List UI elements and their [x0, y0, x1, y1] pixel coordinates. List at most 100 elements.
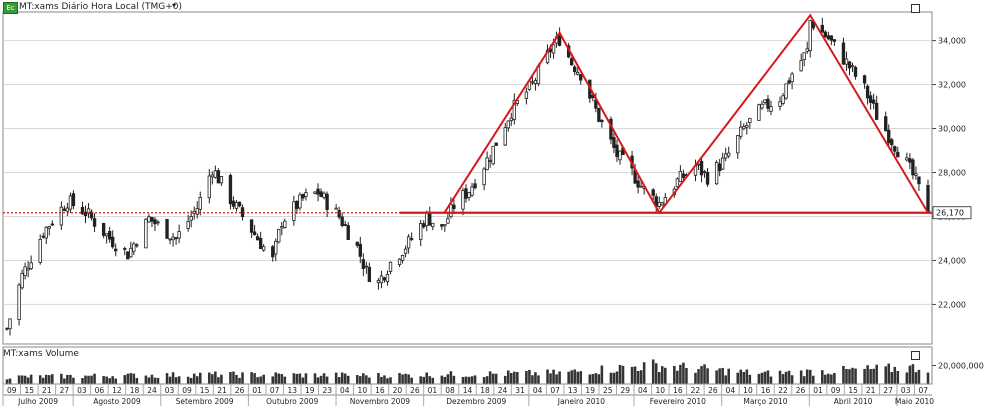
x-day-label: 26 [708, 386, 718, 395]
x-day-label: 12 [112, 386, 122, 395]
candle-body [431, 222, 435, 228]
x-day-label: 19 [305, 386, 315, 395]
candle-body [20, 273, 24, 289]
candle-body [8, 318, 12, 330]
candle-body [319, 191, 323, 197]
candle-body [80, 207, 85, 215]
candle-body [261, 246, 266, 251]
candle-body [702, 171, 707, 173]
volume-bar [830, 374, 833, 384]
x-day-label: 03 [165, 386, 175, 395]
volume-bar [356, 375, 359, 384]
candle-body [283, 220, 287, 228]
x-day-label: 27 [60, 386, 70, 395]
volume-bar [422, 376, 425, 384]
volume-bar [917, 369, 921, 384]
candle-body [506, 120, 510, 129]
volume-bar [513, 371, 516, 384]
x-day-label: 26 [235, 386, 245, 395]
volume-bar [821, 370, 824, 384]
volume-bar [528, 369, 531, 384]
candle-body [198, 197, 202, 210]
candle-body [277, 229, 281, 243]
candle-body [292, 201, 296, 221]
candle-body [678, 171, 683, 183]
volume-bar [760, 372, 764, 384]
candle-body [512, 99, 516, 120]
candle-body [871, 99, 876, 104]
volume-bar [301, 377, 305, 384]
volume-bar [597, 374, 601, 384]
price-tick-label: 30,000 [938, 125, 966, 134]
x-day-label: 18 [480, 386, 490, 395]
x-day-label: 27 [883, 386, 893, 395]
candle-body [446, 218, 450, 224]
volume-bar [377, 372, 380, 384]
volume-bar [135, 378, 139, 384]
volume-bar [129, 373, 133, 384]
candle-body [361, 259, 365, 269]
volume-bar [470, 376, 474, 384]
x-day-label: 16 [375, 386, 385, 395]
volume-bar [66, 374, 69, 384]
volume-bar [346, 375, 350, 384]
candle-body [862, 75, 867, 84]
volume-bar [630, 366, 634, 384]
instrument-badge[interactable]: Ec [3, 2, 18, 14]
volume-bar [419, 376, 422, 384]
price-tick-label: 32,000 [938, 81, 966, 90]
volume-bar [220, 374, 223, 384]
x-day-label: 13 [287, 386, 297, 395]
volume-bar [250, 372, 253, 384]
candle-body [382, 277, 387, 281]
volume-bar [108, 378, 111, 384]
volume-bar [654, 363, 658, 384]
volume-bar [174, 377, 178, 384]
x-day-label: 09 [831, 386, 841, 395]
volume-bar [673, 365, 676, 384]
candle-body [841, 42, 846, 65]
volume-bar [721, 367, 724, 384]
candle-body [364, 265, 369, 268]
volume-bar [618, 364, 622, 384]
candle-body [355, 241, 359, 246]
candle-body [400, 255, 405, 261]
volume-bar [799, 370, 803, 384]
volume-bar [144, 375, 148, 384]
chevron-down-icon[interactable]: ▾ [172, 1, 177, 10]
volume-bar [549, 373, 552, 384]
candle-body [280, 226, 284, 229]
x-day-label: 06 [95, 386, 105, 395]
candle-body [403, 248, 408, 254]
candle-body [343, 224, 347, 226]
volume-bar [842, 365, 845, 384]
candle-body [467, 192, 471, 198]
double-top-pattern-lines [444, 13, 929, 215]
candle-body [17, 284, 21, 320]
x-month-label: Fevereiro 2010 [650, 397, 706, 406]
candle-body [165, 219, 169, 239]
candle-body [114, 248, 118, 252]
maximize-volume-pane-button[interactable] [911, 351, 920, 360]
volume-bar [811, 375, 815, 384]
volume-bar [340, 372, 344, 384]
candle-body [449, 203, 453, 218]
candle-body [579, 74, 583, 81]
volume-bar [26, 377, 30, 384]
maximize-price-pane-button[interactable] [911, 4, 920, 13]
candle-body [748, 117, 752, 123]
x-day-label: 01 [428, 386, 438, 395]
volume-bar [872, 368, 875, 384]
x-day-label: 24 [498, 386, 508, 395]
volume-bar [570, 370, 573, 384]
candle-body [150, 216, 154, 222]
candle-body [216, 170, 221, 184]
candle-body [736, 135, 740, 154]
candle-body [850, 65, 855, 68]
x-day-label: 24 [147, 386, 157, 395]
candle-body [778, 101, 782, 107]
candle-body [171, 236, 175, 241]
x-day-label: 07 [270, 386, 280, 395]
volume-bar [295, 373, 299, 384]
x-month-label: Abril 2010 [834, 397, 873, 406]
